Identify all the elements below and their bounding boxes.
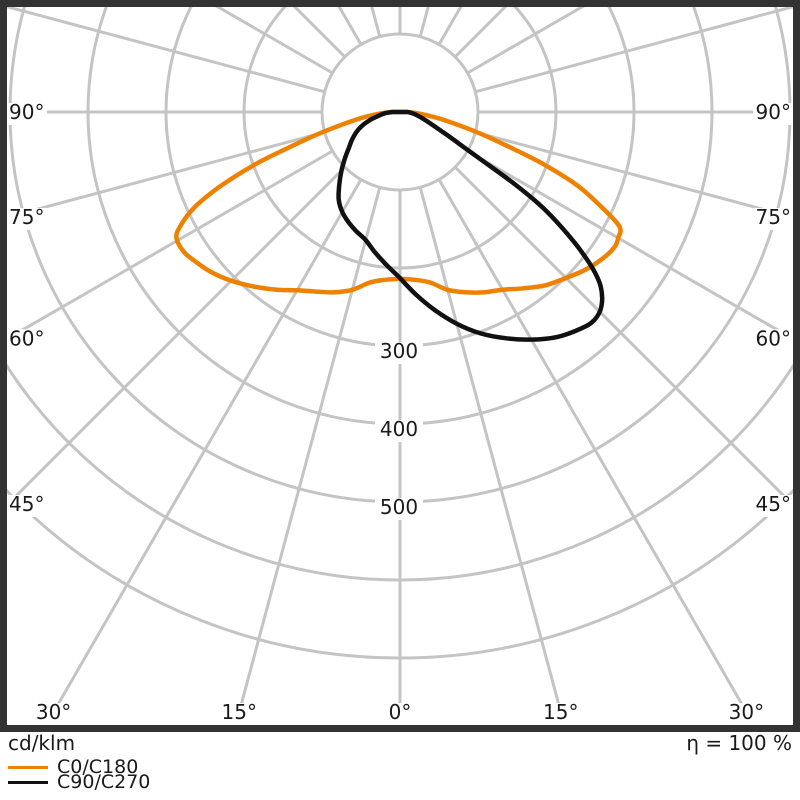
angle-label-left-60-bg	[7, 329, 47, 352]
grid-spoke	[474, 7, 793, 94]
efficiency-label: η = 100 %	[686, 731, 792, 755]
angle-label-bottom--30: 30°	[36, 700, 71, 724]
angle-label-bottom-30: 30°	[729, 700, 764, 724]
grid-spoke	[466, 7, 585, 75]
legend-swatch-c90-c270	[8, 781, 48, 784]
ring-label-300: 300	[380, 339, 418, 363]
grid-spoke	[7, 7, 326, 94]
ring-label-400-bg	[375, 420, 423, 442]
angle-label-bottom-30-bg	[725, 703, 768, 725]
angle-label-right-75: 75°	[756, 205, 791, 229]
angle-label-bottom--30-bg	[32, 703, 75, 725]
grid-spoke	[454, 166, 793, 508]
ring-label-400: 400	[380, 417, 418, 441]
angle-label-bottom-15: 15°	[543, 700, 578, 724]
ring-label-500: 500	[380, 495, 418, 519]
angle-label-left-45: 45°	[9, 492, 44, 516]
angle-label-right-45-bg	[753, 495, 793, 517]
curve-c90-c270	[336, 109, 605, 342]
ldc-curves	[174, 109, 623, 342]
grid-spoke	[7, 149, 334, 341]
angle-label-right-60: 60°	[756, 326, 791, 350]
grid-spoke	[474, 130, 793, 219]
legend-label-c0-c180: C0/C180	[57, 756, 139, 778]
angle-label-left-75-bg	[7, 208, 47, 231]
grid-spoke	[215, 7, 334, 75]
angle-label-left-45-bg	[7, 495, 47, 517]
angle-label-left-75: 75°	[9, 205, 44, 229]
ring-label-300-bg	[375, 342, 423, 364]
legend-label-c90-c270: C90/C270	[57, 771, 151, 793]
angle-label-left-90: 90°	[9, 100, 44, 124]
grid-spoke	[7, 166, 346, 508]
plot-frame	[0, 0, 800, 732]
angle-label-right-60-bg	[753, 329, 793, 352]
angle-label-bottom-0: 0°	[389, 700, 412, 724]
legend-item-c90-c270: C90/C270	[8, 771, 151, 793]
grid-spoke	[454, 7, 508, 58]
angle-label-bottom--15-bg	[218, 703, 261, 725]
angle-label-right-75-bg	[753, 208, 793, 231]
legend-swatch-c0-c180	[8, 766, 48, 769]
angle-label-right-90: 90°	[756, 100, 791, 124]
angle-label-bottom--15: 15°	[222, 700, 257, 724]
axis-labels: 90° 90° 75° 75° 60° 60° 45° 45° 30° 15° 0° 15° 30° 30…	[7, 100, 793, 725]
unit-label: cd/klm	[8, 731, 76, 755]
legend: C0/C180 C90/C270	[8, 756, 151, 793]
angle-label-right-90-bg	[753, 103, 793, 125]
angle-label-bottom-15-bg	[539, 703, 582, 725]
grid-spoke	[7, 130, 326, 219]
grid-spoke	[418, 186, 566, 725]
angle-label-left-60: 60°	[9, 326, 44, 350]
ring-label-500-bg	[375, 498, 423, 520]
grid-spoke	[292, 7, 346, 58]
legend-item-c0-c180: C0/C180	[8, 756, 150, 778]
grid-spoke	[466, 149, 793, 341]
angle-label-left-90-bg	[7, 103, 47, 125]
grid-spoke	[234, 186, 382, 725]
angle-label-bottom-0-bg	[379, 703, 421, 725]
angle-label-right-45: 45°	[756, 492, 791, 516]
